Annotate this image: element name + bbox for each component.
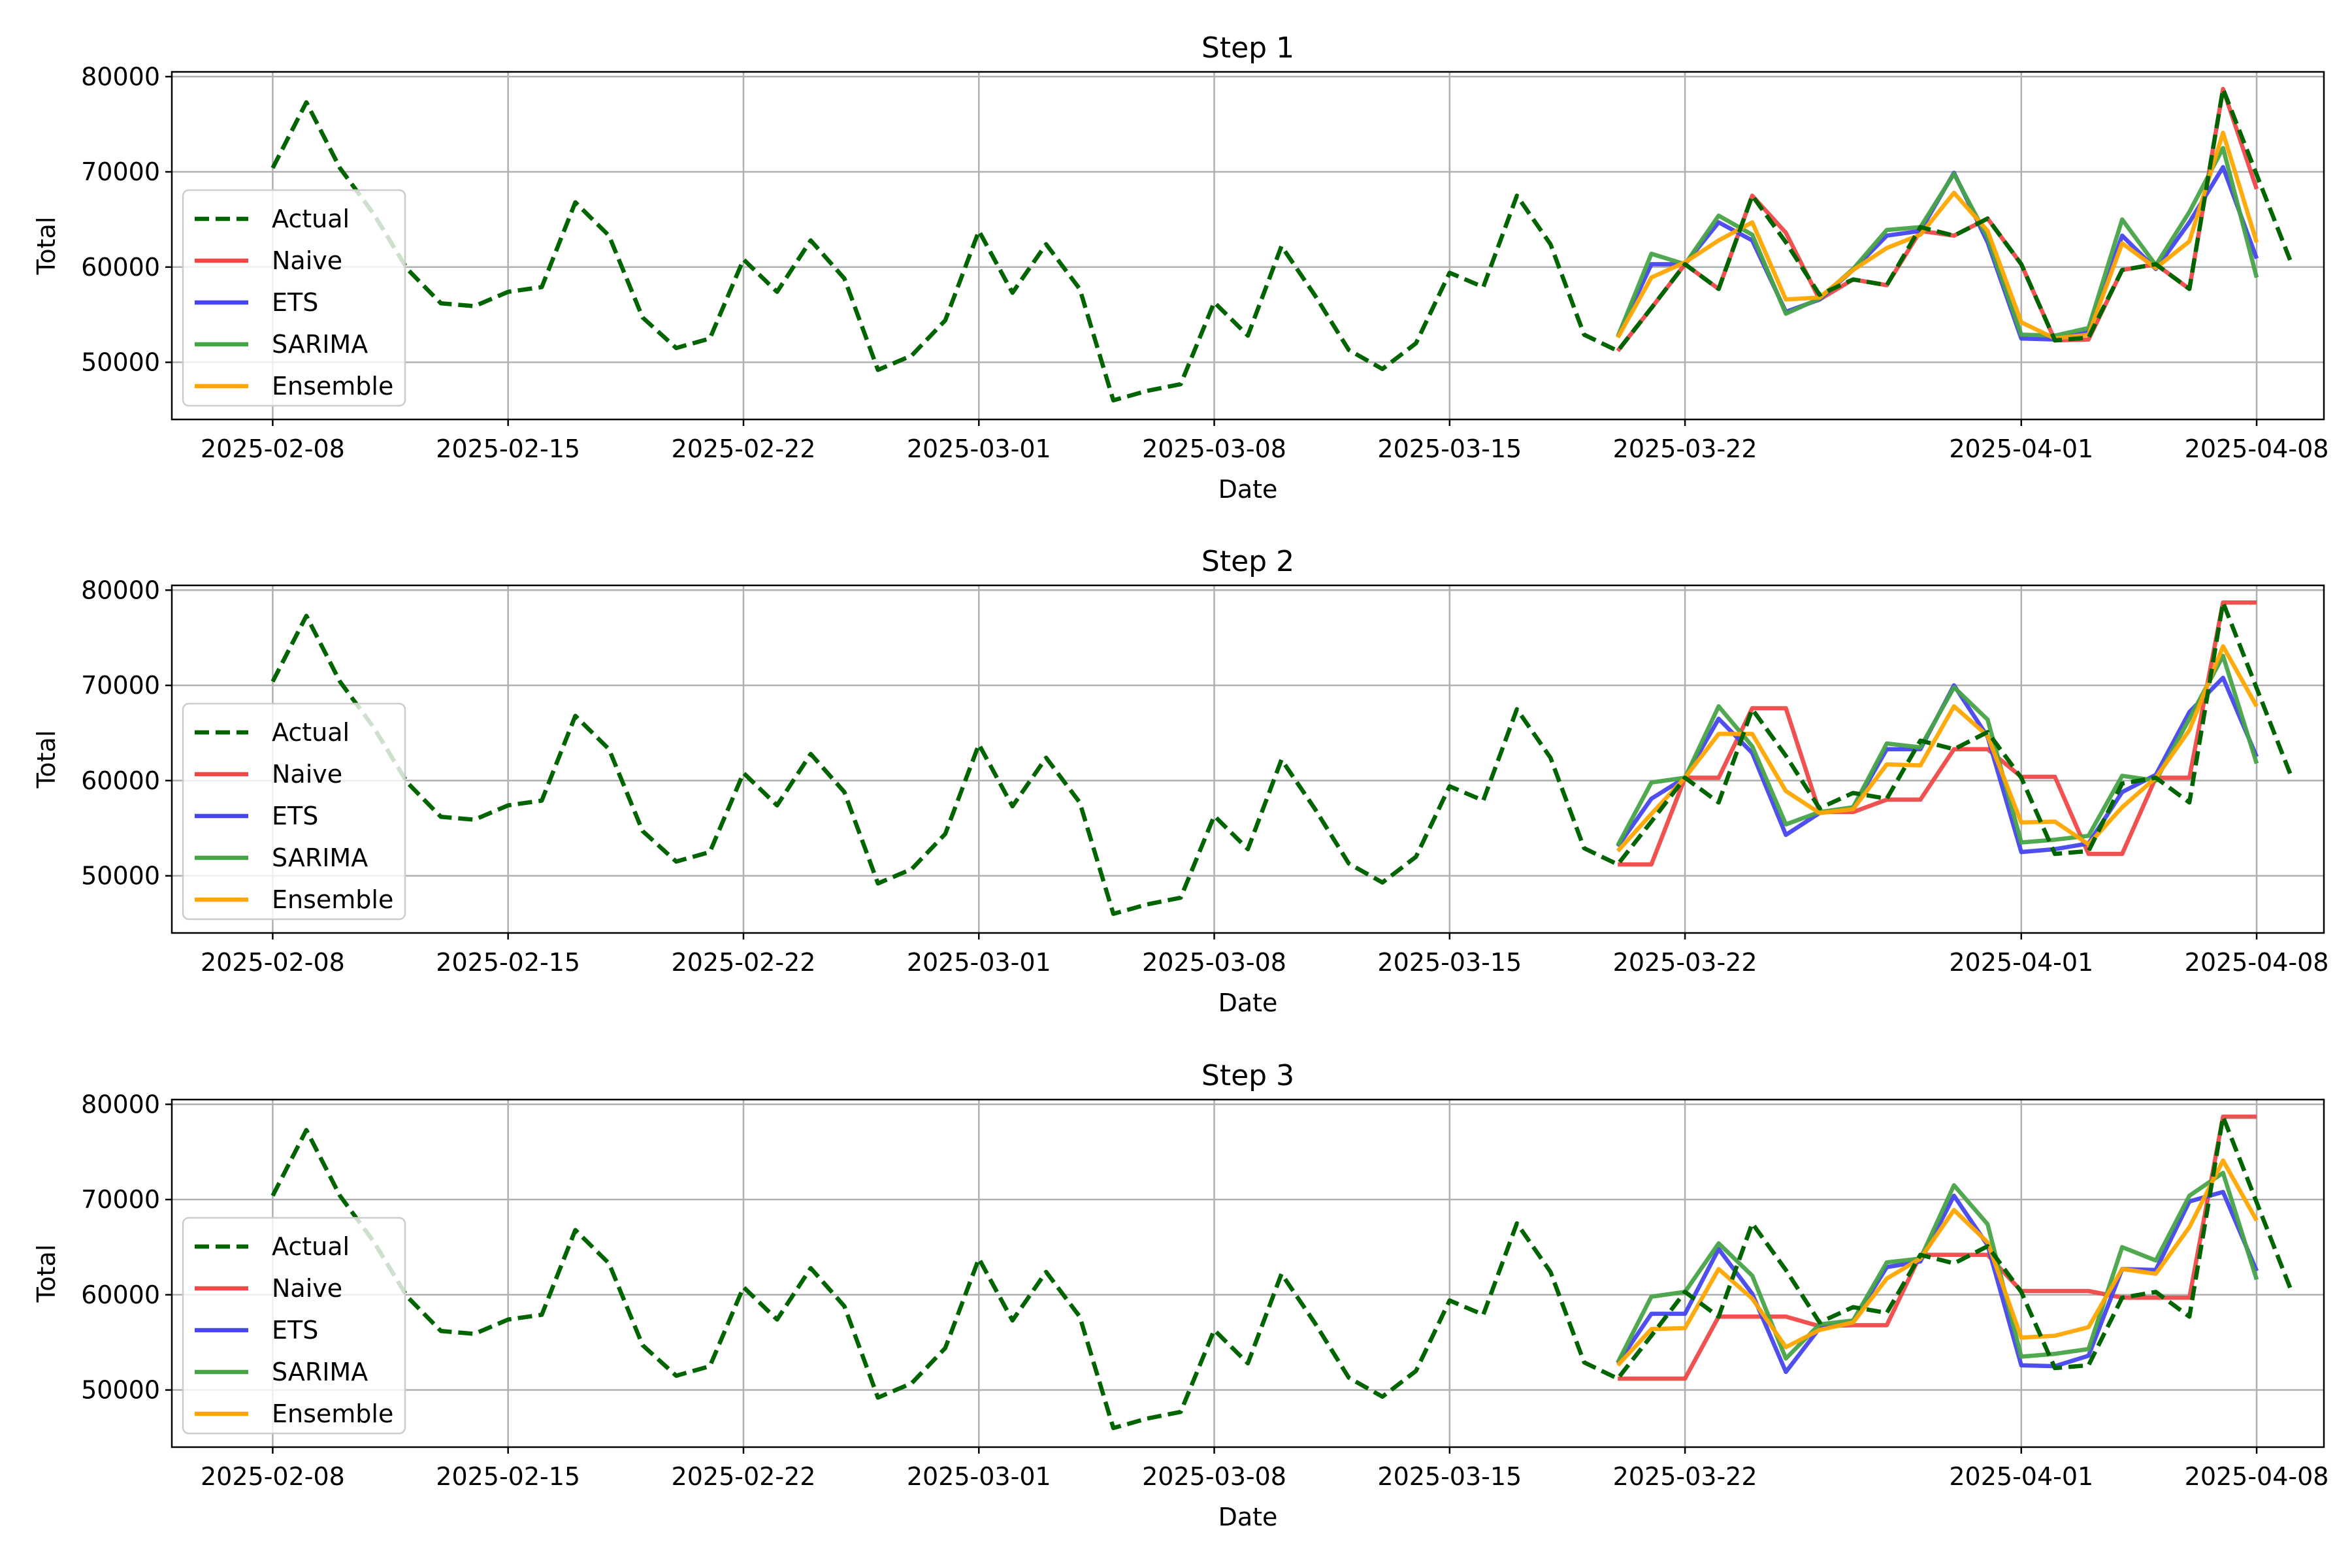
x-tick-label: 2025-03-22 xyxy=(1613,434,1757,463)
y-tick-label: 70000 xyxy=(81,671,160,700)
x-tick-label: 2025-03-01 xyxy=(907,1462,1051,1491)
chart-panel-3: Step 3 50000 60000 70000 80000 2025-02-08 2025… xyxy=(32,1059,2328,1531)
y-tick-label: 70000 xyxy=(81,157,160,186)
legend: Actual Naive ETS SARIMA Ensemble xyxy=(182,1217,406,1435)
series-line-actual xyxy=(270,600,2293,917)
y-tick-label: 80000 xyxy=(81,1090,160,1119)
legend: Actual Naive ETS SARIMA Ensemble xyxy=(182,189,406,407)
x-tick-label: 2025-04-01 xyxy=(1949,434,2093,463)
x-tick-label: 2025-04-08 xyxy=(2185,1462,2329,1491)
y-tick-label: 50000 xyxy=(81,348,160,377)
series-line-actual xyxy=(270,1114,2293,1431)
x-tick-label: 2025-02-15 xyxy=(436,434,580,463)
series-line-ensemble xyxy=(1616,131,2259,341)
y-tick-label: 70000 xyxy=(81,1185,160,1214)
legend-label-actual: Actual xyxy=(272,204,350,233)
y-tick-label: 50000 xyxy=(81,862,160,890)
x-tick-label: 2025-02-15 xyxy=(436,948,580,977)
legend-label-ets: ETS xyxy=(272,802,318,830)
series-line-sarima xyxy=(1616,146,2259,338)
y-tick-label: 60000 xyxy=(81,1281,160,1309)
series-line-naive xyxy=(1618,1114,2257,1381)
x-tick-label: 2025-02-08 xyxy=(201,948,345,977)
y-tick-label: 50000 xyxy=(81,1376,160,1405)
x-tick-label: 2025-02-08 xyxy=(201,1462,345,1491)
axes-frame xyxy=(171,1098,2325,1448)
x-tick-label: 2025-02-15 xyxy=(436,1462,580,1491)
x-tick-label: 2025-02-22 xyxy=(672,1462,816,1491)
y-tick-label: 80000 xyxy=(81,62,160,91)
legend-label-naive: Naive xyxy=(272,760,342,789)
x-tick-label: 2025-03-01 xyxy=(907,948,1051,977)
x-axis-label: Date xyxy=(1218,988,1278,1017)
legend-box xyxy=(182,1217,406,1435)
x-tick-label: 2025-03-15 xyxy=(1377,434,1522,463)
x-tick-label: 2025-02-08 xyxy=(201,434,345,463)
x-tick-label: 2025-04-08 xyxy=(2185,434,2329,463)
x-tick-label: 2025-03-08 xyxy=(1142,1462,1286,1491)
legend-label-naive: Naive xyxy=(272,246,342,275)
y-tick-label: 60000 xyxy=(81,766,160,795)
legend: Actual Naive ETS SARIMA Ensemble xyxy=(182,702,406,921)
series-line-ets xyxy=(1616,676,2259,855)
y-axis-label: Total xyxy=(32,1245,61,1303)
series-line-ensemble xyxy=(1616,1158,2259,1367)
series-line-ets xyxy=(1616,1190,2259,1375)
legend-label-naive: Naive xyxy=(272,1274,342,1303)
x-tick-label: 2025-03-15 xyxy=(1377,1462,1522,1491)
axes-frame xyxy=(171,71,2325,421)
legend-label-actual: Actual xyxy=(272,1232,350,1261)
series-line-naive xyxy=(1618,600,2257,867)
x-tick-label: 2025-03-08 xyxy=(1142,434,1286,463)
series-line-sarima xyxy=(1616,653,2259,847)
panel-title: Step 2 xyxy=(1201,545,1294,578)
chart-panel-2: Step 2 50000 60000 70000 80000 2025-02-08 2025… xyxy=(32,545,2328,1017)
x-tick-label: 2025-03-15 xyxy=(1377,948,1522,977)
legend-label-sarima: SARIMA xyxy=(272,843,368,872)
legend-label-ensemble: Ensemble xyxy=(272,1399,393,1428)
x-tick-label: 2025-03-22 xyxy=(1613,1462,1757,1491)
series-line-sarima xyxy=(1616,1170,2259,1364)
x-axis-label: Date xyxy=(1218,475,1278,504)
x-axis-label: Date xyxy=(1218,1503,1278,1531)
y-axis-label: Total xyxy=(32,217,61,276)
legend-label-ets: ETS xyxy=(272,1316,318,1345)
x-tick-label: 2025-03-01 xyxy=(907,434,1051,463)
x-tick-label: 2025-02-22 xyxy=(672,948,816,977)
chart-panel-1: Step 1 50000 60000 70000 80000 2025-02-08 2025… xyxy=(32,31,2328,504)
x-tick-label: 2025-04-08 xyxy=(2185,948,2329,977)
grid xyxy=(172,1100,2324,1447)
legend-box xyxy=(182,702,406,921)
panel-title: Step 1 xyxy=(1201,31,1294,65)
legend-label-sarima: SARIMA xyxy=(272,330,368,359)
legend-label-sarima: SARIMA xyxy=(272,1358,368,1386)
y-tick-label: 60000 xyxy=(81,253,160,282)
axes-frame xyxy=(171,584,2325,934)
legend-box xyxy=(182,189,406,407)
x-tick-label: 2025-03-08 xyxy=(1142,948,1286,977)
x-tick-label: 2025-02-22 xyxy=(672,434,816,463)
legend-label-ets: ETS xyxy=(272,288,318,317)
x-tick-label: 2025-03-22 xyxy=(1613,948,1757,977)
x-tick-label: 2025-04-01 xyxy=(1949,948,2093,977)
x-tick-label: 2025-04-01 xyxy=(1949,1462,2093,1491)
series-line-ensemble xyxy=(1616,644,2259,853)
legend-label-ensemble: Ensemble xyxy=(272,372,393,400)
grid xyxy=(172,72,2324,419)
panel-title: Step 3 xyxy=(1201,1059,1294,1092)
y-axis-label: Total xyxy=(32,730,61,789)
y-tick-label: 80000 xyxy=(81,576,160,604)
grid xyxy=(172,585,2324,933)
legend-label-actual: Actual xyxy=(272,718,350,747)
legend-label-ensemble: Ensemble xyxy=(272,885,393,914)
